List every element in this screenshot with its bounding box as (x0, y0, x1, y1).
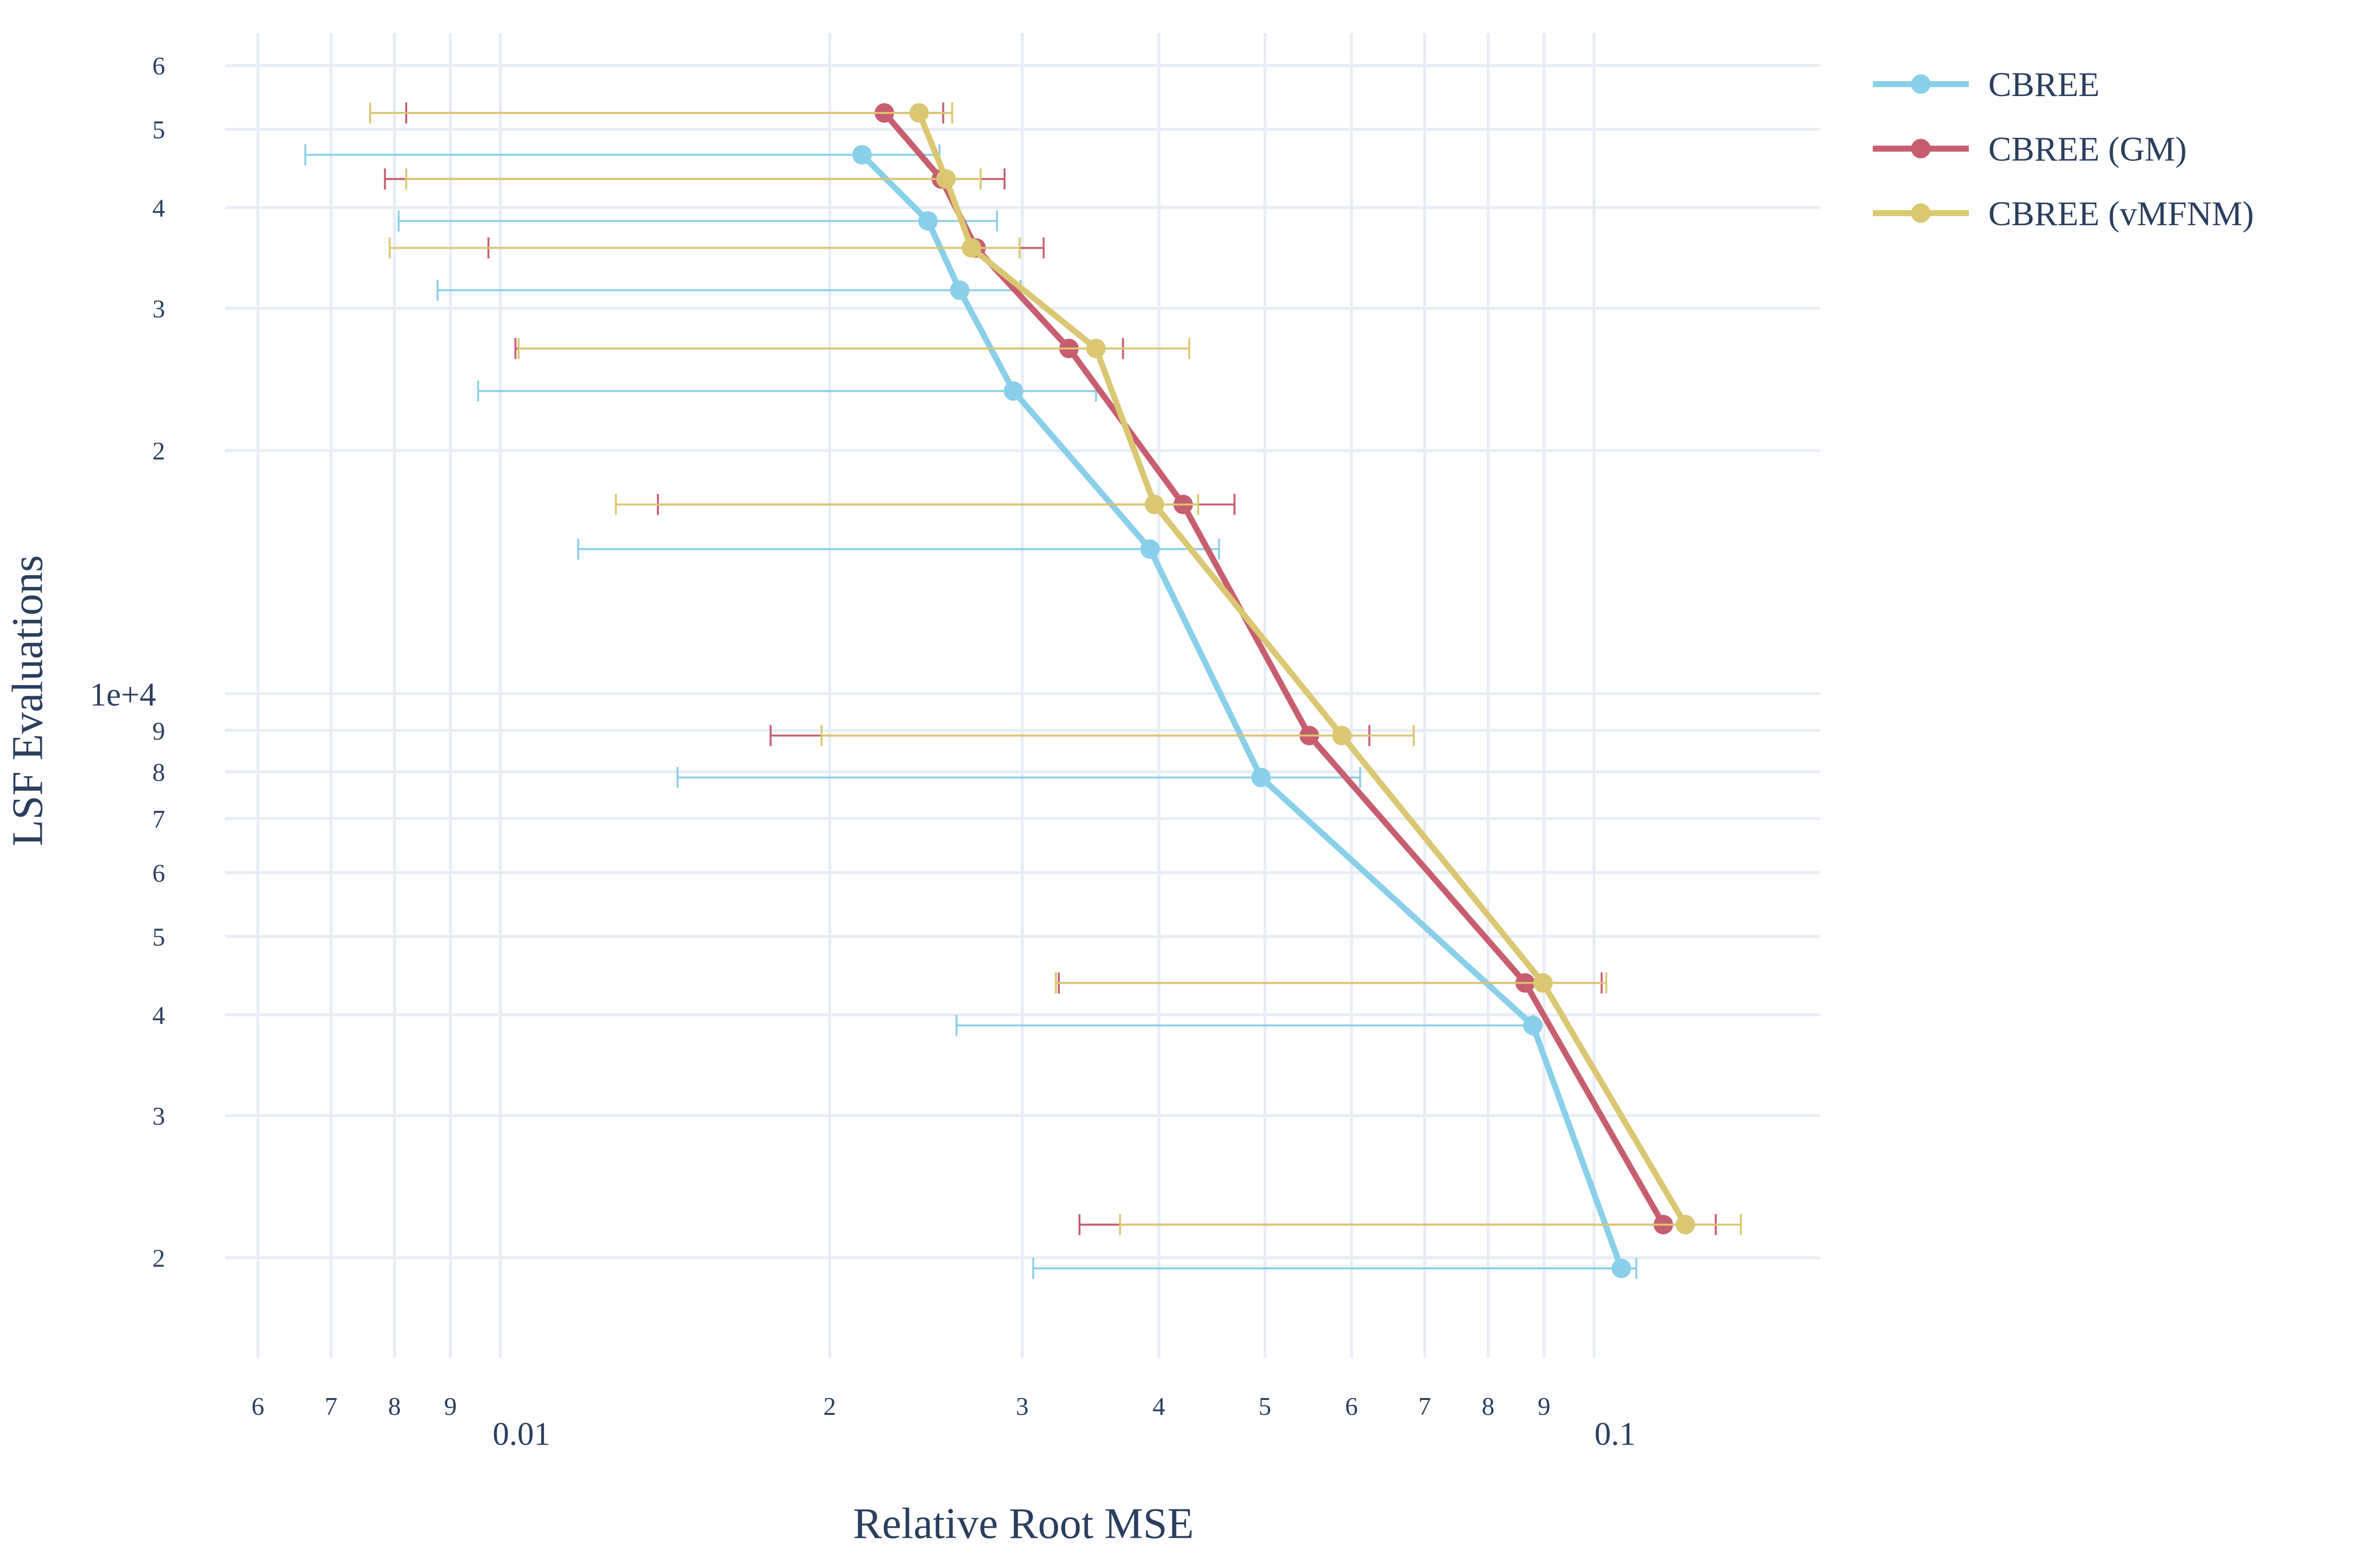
marker (1140, 539, 1160, 559)
y-tick-label: 4 (152, 194, 165, 222)
x-tick-label: 6 (1345, 1393, 1358, 1421)
legend-marker (1911, 74, 1931, 94)
marker (1332, 725, 1352, 746)
y-tick-label: 4 (152, 1001, 165, 1029)
x-tick-label: 3 (1016, 1393, 1029, 1421)
x-tick-label: 0.1 (1594, 1416, 1636, 1452)
x-tick-label: 7 (325, 1393, 338, 1421)
legend-marker (1911, 139, 1931, 158)
x-tick-label: 5 (1259, 1393, 1272, 1421)
y-tick-label: 5 (152, 116, 165, 144)
marker (961, 238, 982, 258)
x-axis-title: Relative Root MSE (853, 1499, 1194, 1547)
x-tick-label: 0.01 (493, 1416, 550, 1452)
marker (1523, 1015, 1543, 1036)
series (384, 102, 1717, 1235)
marker (1086, 338, 1106, 359)
grid (225, 33, 1820, 1358)
y-tick-label: 2 (152, 437, 165, 465)
marker (1611, 1258, 1631, 1279)
marker (1675, 1215, 1696, 1235)
y-tick-label: 8 (152, 759, 165, 786)
marker (852, 145, 872, 165)
y-tick-label: 7 (152, 806, 165, 833)
marker (909, 103, 929, 123)
series (369, 102, 1742, 1235)
y-tick-label: 5 (152, 923, 165, 951)
marker (936, 169, 956, 189)
x-tick-label: 7 (1419, 1393, 1431, 1421)
x-tick-label: 8 (1482, 1393, 1495, 1421)
series (304, 144, 1637, 1279)
y-tick-label: 2 (152, 1244, 165, 1272)
x-tick-label: 8 (388, 1393, 401, 1421)
x-tick-label: 6 (252, 1393, 265, 1421)
legend-marker (1911, 203, 1931, 223)
marker (1533, 973, 1553, 993)
marker (950, 280, 970, 300)
x-tick-label: 9 (1538, 1393, 1551, 1421)
y-axis-title: LSF Evaluations (3, 555, 52, 846)
legend-label: CBREE (vMFNM) (1989, 194, 2254, 233)
x-tick-label: 9 (444, 1393, 457, 1421)
marker (1004, 381, 1023, 401)
marker (918, 211, 938, 231)
marker (1144, 495, 1164, 515)
x-tick-label: 4 (1152, 1393, 1165, 1421)
legend-label: CBREE (GM) (1989, 130, 2187, 169)
y-tick-label: 3 (152, 295, 165, 323)
y-tick-label: 6 (152, 859, 165, 887)
y-tick-label: 3 (152, 1102, 165, 1130)
series-line (860, 153, 1625, 1270)
y-tick-label: 6 (152, 52, 165, 80)
legend-label: CBREE (1989, 65, 2100, 104)
y-tick-label: 9 (152, 717, 165, 745)
series-line (916, 111, 1688, 1226)
x-tick-label: 2 (824, 1393, 837, 1421)
y-tick-label: 1e+4 (90, 676, 156, 713)
marker (1251, 768, 1271, 787)
